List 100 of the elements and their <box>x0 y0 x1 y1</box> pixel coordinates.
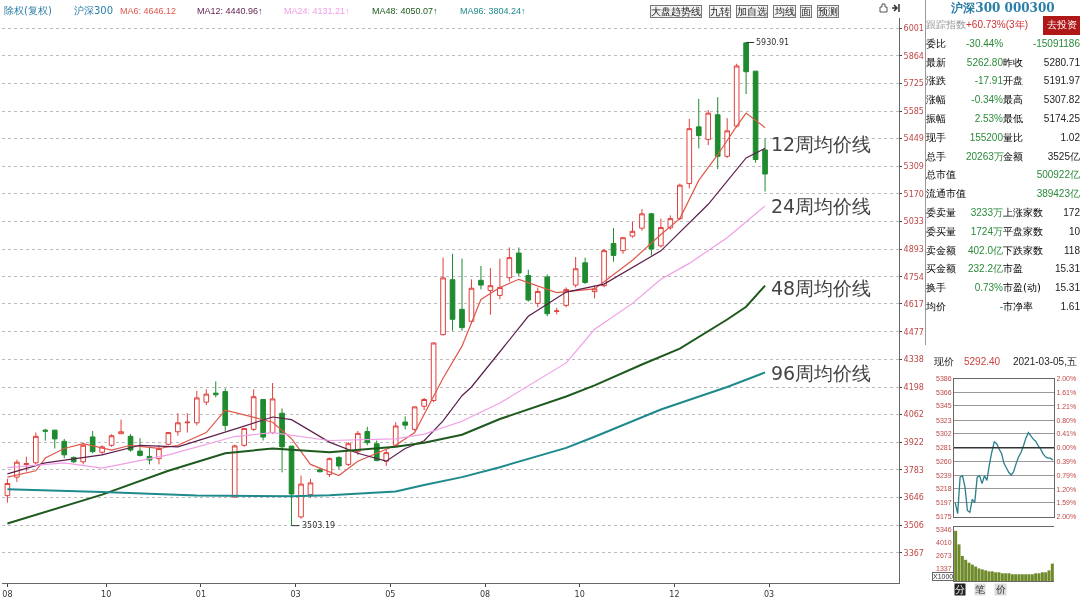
y-tick-label: 5170 <box>903 189 924 199</box>
text: 总手 <box>926 149 947 164</box>
candlestick <box>42 428 49 442</box>
text: 402.0亿 <box>966 243 1003 258</box>
text: 委比 <box>926 36 947 51</box>
bar <box>994 572 998 581</box>
candlestick <box>534 286 541 308</box>
annotation: 12周均价线 <box>771 133 872 155</box>
candlestick <box>658 218 664 248</box>
text: 5262.80 <box>966 55 1003 70</box>
text: 172 <box>1062 205 1080 220</box>
text: 跟踪指数 <box>926 18 966 32</box>
text: 500922亿 <box>1035 168 1080 183</box>
candlestick <box>231 444 238 499</box>
text: 2021-03-05,五 <box>1013 356 1077 367</box>
annotation: 24周均价线 <box>771 195 872 217</box>
candlestick <box>677 183 683 221</box>
candlestick <box>525 269 532 303</box>
bar <box>1014 574 1018 581</box>
candlestick <box>743 42 749 95</box>
candlestick <box>298 475 304 520</box>
text: -30.44% <box>966 36 1004 51</box>
bar <box>977 568 981 581</box>
candlestick <box>4 478 11 504</box>
candlestick <box>383 449 390 467</box>
text: 面 <box>801 6 811 17</box>
bar <box>1000 573 1004 581</box>
text: 3525亿 <box>1046 149 1080 164</box>
text: MA24: 4131.21↑ <box>284 6 350 16</box>
y-tick-label: 3783 <box>903 465 924 475</box>
candlestick <box>582 257 588 285</box>
candlestick <box>449 253 456 332</box>
candlestick <box>724 117 730 159</box>
candlestick <box>137 437 143 457</box>
y-tick-label: 4477 <box>903 327 924 337</box>
text: MA48: 4050.07↑ <box>372 6 438 16</box>
text: 1.02 <box>1059 130 1080 145</box>
y-tick-label: 5585 <box>903 107 924 117</box>
candlestick <box>61 438 68 459</box>
bar <box>980 569 984 581</box>
line-series <box>6 371 767 498</box>
candlestick <box>23 456 30 473</box>
x-tick-label: 10 <box>574 589 585 597</box>
text: 市净率 <box>1003 299 1034 314</box>
candlestick <box>506 246 513 282</box>
text: 委买量 <box>926 224 957 239</box>
y-tick-label: 4617 <box>903 299 924 309</box>
text: 1724万 <box>969 224 1003 239</box>
bar <box>967 562 971 581</box>
candlestick <box>411 405 418 432</box>
bar <box>984 570 988 581</box>
text: 155200 <box>968 130 1003 145</box>
bar <box>1034 573 1038 581</box>
text: - <box>998 299 1003 314</box>
candlestick <box>620 236 626 255</box>
text: 上涨家数 <box>1003 205 1043 220</box>
text: 1.61 <box>1059 299 1080 314</box>
text: 昨收 <box>1003 55 1024 70</box>
bar <box>1044 572 1048 581</box>
candlestick <box>222 387 229 432</box>
bar <box>1024 574 1028 581</box>
candlestick <box>714 96 721 170</box>
bar <box>954 530 958 581</box>
text: 10 <box>1067 224 1080 239</box>
text: MA96: 3804.24↑ <box>460 6 526 16</box>
y-tick-label: 4198 <box>903 383 924 393</box>
text: 金额 <box>1003 149 1024 164</box>
y-tick-label: 6001 <box>903 24 924 34</box>
candlestick <box>762 138 768 193</box>
bar <box>987 571 991 581</box>
y-tick-label: 5725 <box>903 79 924 89</box>
bar <box>970 564 974 581</box>
text: 389423亿 <box>1035 187 1080 202</box>
text: 最新 <box>926 55 947 70</box>
candlestick <box>89 430 96 454</box>
y-tick-label: 5449 <box>903 134 924 144</box>
bar <box>1017 574 1021 581</box>
candlestick <box>33 432 39 465</box>
text: 下跌家数 <box>1003 243 1043 258</box>
y-tick-label: 5033 <box>903 216 924 226</box>
text: 市盈 <box>1003 262 1024 277</box>
line-series <box>6 205 766 469</box>
candlestick <box>175 412 181 437</box>
annotation: 3503.19 <box>302 521 336 530</box>
candlestick <box>260 398 266 442</box>
x-tick-label: 10 <box>101 589 112 597</box>
text: 大盘趋势线 <box>651 6 701 17</box>
text: 振幅 <box>926 112 947 126</box>
text: 去投资 <box>1043 16 1080 35</box>
text: 涨幅 <box>926 93 947 108</box>
y-tick-label: 5864 <box>903 51 924 61</box>
bar <box>1010 574 1014 581</box>
text: -17.91 <box>973 74 1003 89</box>
candlestick <box>326 456 333 478</box>
x-tick-label: 12 <box>669 589 680 597</box>
annotation: 5930.91 <box>756 38 790 47</box>
text: -0.34% <box>970 93 1003 108</box>
candlestick <box>421 397 427 411</box>
candlestick <box>194 390 200 426</box>
x-tick-label: 05 <box>385 589 396 597</box>
